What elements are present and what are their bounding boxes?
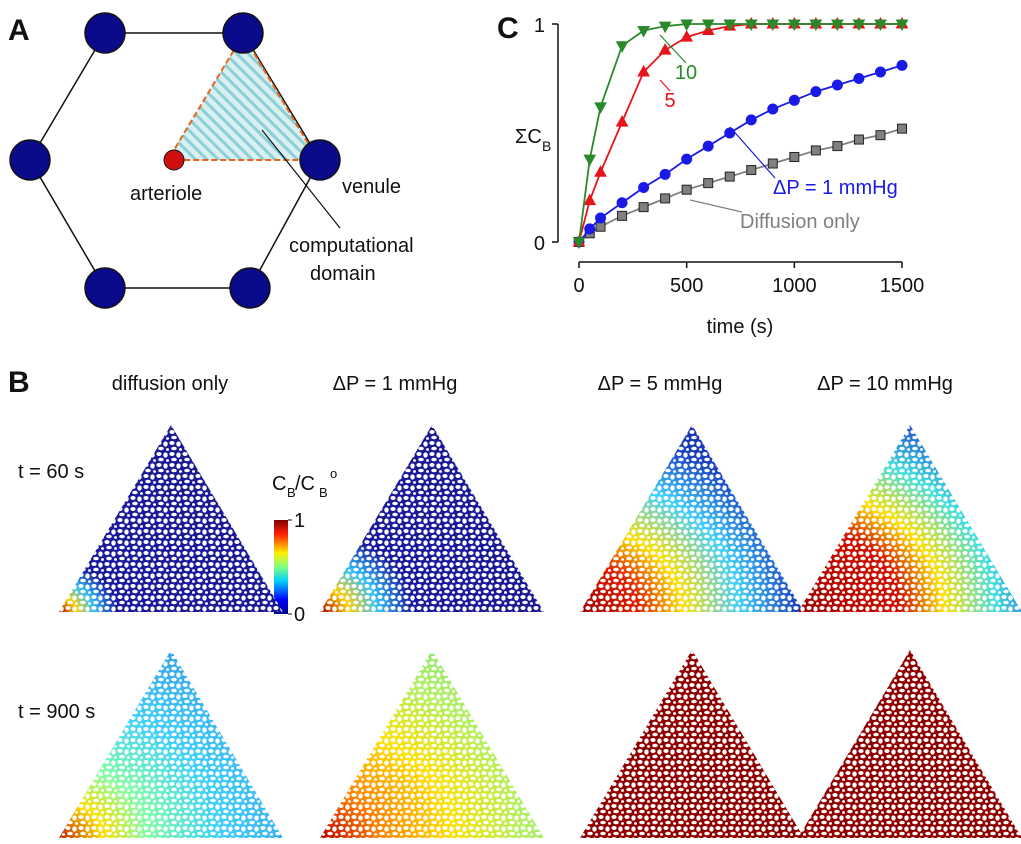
panel-label: A <box>8 14 30 47</box>
arteriole-label: arteriole <box>130 183 202 205</box>
y-axis-label: ΣC <box>515 126 542 148</box>
data-point <box>703 20 714 30</box>
data-point <box>682 154 692 164</box>
data-point <box>617 42 628 52</box>
network-mesh <box>580 650 804 838</box>
x-tick-label: 500 <box>670 275 703 297</box>
x-axis-label: time (s) <box>707 316 774 338</box>
figure: A arteriole venule computational domain … <box>0 0 1021 844</box>
data-point <box>617 198 627 208</box>
data-point <box>725 172 734 181</box>
x-tick-label: 0 <box>573 275 584 297</box>
data-point <box>854 135 863 144</box>
column-label: ΔP = 1 mmHg <box>333 373 458 395</box>
data-point <box>585 224 595 234</box>
data-point <box>584 155 595 165</box>
panel-label: B <box>8 366 30 399</box>
y-axis-label-sub: B <box>542 138 551 154</box>
data-point <box>876 131 885 140</box>
data-point <box>660 44 671 54</box>
domain-label: computational <box>289 235 414 257</box>
series-label: 5 <box>664 90 675 112</box>
network-mesh <box>59 425 283 612</box>
colorbar-tick-label: 1 <box>294 510 305 532</box>
panel-label: C <box>497 12 519 45</box>
data-point <box>596 222 605 231</box>
column-label: diffusion only <box>112 373 228 395</box>
data-point <box>898 124 907 133</box>
series-line <box>579 24 902 242</box>
colorbar-label: o <box>330 466 337 481</box>
network-mesh <box>798 650 1021 838</box>
colorbar-label: C <box>272 473 286 495</box>
x-tick-label: 1500 <box>880 275 925 297</box>
colorbar-label: B <box>319 485 328 500</box>
data-point <box>725 128 735 138</box>
data-point <box>811 87 821 97</box>
column-label: ΔP = 10 mmHg <box>817 373 953 395</box>
data-point <box>661 194 670 203</box>
series-label: 10 <box>675 62 697 84</box>
colorbar <box>274 520 288 614</box>
network-mesh <box>320 650 544 838</box>
data-point <box>704 179 713 188</box>
data-point <box>790 152 799 161</box>
data-point <box>617 116 628 126</box>
arteriole <box>164 150 184 170</box>
data-point <box>789 95 799 105</box>
data-point <box>703 141 713 151</box>
data-point <box>682 185 691 194</box>
data-point <box>768 104 778 114</box>
data-point <box>897 60 907 70</box>
x-tick-label: 1000 <box>772 275 817 297</box>
data-point <box>595 103 606 113</box>
row-label: t = 900 s <box>18 701 95 723</box>
data-point <box>833 142 842 151</box>
data-point <box>746 115 756 125</box>
series-label: ΔP = 1 mmHg <box>773 177 898 199</box>
colorbar-label: /C <box>295 473 315 495</box>
data-point <box>596 213 606 223</box>
data-point <box>618 211 627 220</box>
column-label: ΔP = 5 mmHg <box>598 373 723 395</box>
venule-label: venule <box>342 176 401 198</box>
network-mesh <box>580 425 804 612</box>
network-mesh <box>59 650 283 838</box>
data-point <box>660 169 670 179</box>
row-label: t = 60 s <box>18 461 84 483</box>
data-point <box>638 27 649 37</box>
data-point <box>811 146 820 155</box>
series-line <box>579 24 902 242</box>
data-point <box>639 203 648 212</box>
data-point <box>639 183 649 193</box>
label-leader <box>690 200 742 212</box>
data-point <box>595 166 606 176</box>
data-point <box>747 166 756 175</box>
y-tick-label: 1 <box>534 15 545 37</box>
panel-a: A arteriole venule computational domain <box>8 13 414 308</box>
colorbar-tick-label: 0 <box>294 604 305 626</box>
y-tick-label: 0 <box>534 233 545 255</box>
panel-b: B diffusion only ΔP = 1 mmHg ΔP = 5 mmHg… <box>8 366 1021 838</box>
data-point <box>854 74 864 84</box>
data-point <box>584 195 595 205</box>
network-mesh <box>320 425 544 612</box>
network-mesh <box>798 425 1021 612</box>
data-point <box>832 80 842 90</box>
data-point <box>875 67 885 77</box>
domain-label: domain <box>310 263 376 285</box>
series-label: Diffusion only <box>740 211 860 233</box>
data-point <box>768 159 777 168</box>
